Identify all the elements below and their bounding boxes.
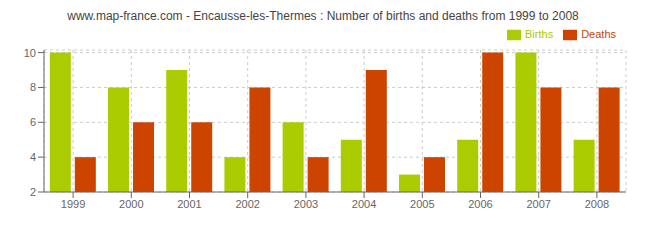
svg-text:2003: 2003 bbox=[294, 198, 318, 210]
html-text:www.map-france.com - Encausse-: www.map-france.com - Encausse-les-Therme… bbox=[67, 9, 579, 23]
svg-text:1999: 1999 bbox=[61, 198, 85, 210]
html-text:Deaths: Deaths bbox=[581, 28, 616, 40]
svg-text:2007: 2007 bbox=[526, 198, 550, 210]
svg-text:2000: 2000 bbox=[119, 198, 143, 210]
svg-text:2006: 2006 bbox=[468, 198, 492, 210]
svg-text:2: 2 bbox=[30, 186, 36, 198]
svg-text:2004: 2004 bbox=[352, 198, 376, 210]
svg-text:2008: 2008 bbox=[585, 198, 609, 210]
html-text:Births: Births bbox=[525, 28, 554, 40]
svg-text:6: 6 bbox=[30, 116, 36, 128]
svg-text:4: 4 bbox=[30, 151, 36, 163]
svg-text:10: 10 bbox=[24, 47, 36, 59]
svg-text:8: 8 bbox=[30, 81, 36, 93]
svg-text:2001: 2001 bbox=[177, 198, 201, 210]
svg-text:2005: 2005 bbox=[410, 198, 434, 210]
svg-text:2002: 2002 bbox=[235, 198, 259, 210]
